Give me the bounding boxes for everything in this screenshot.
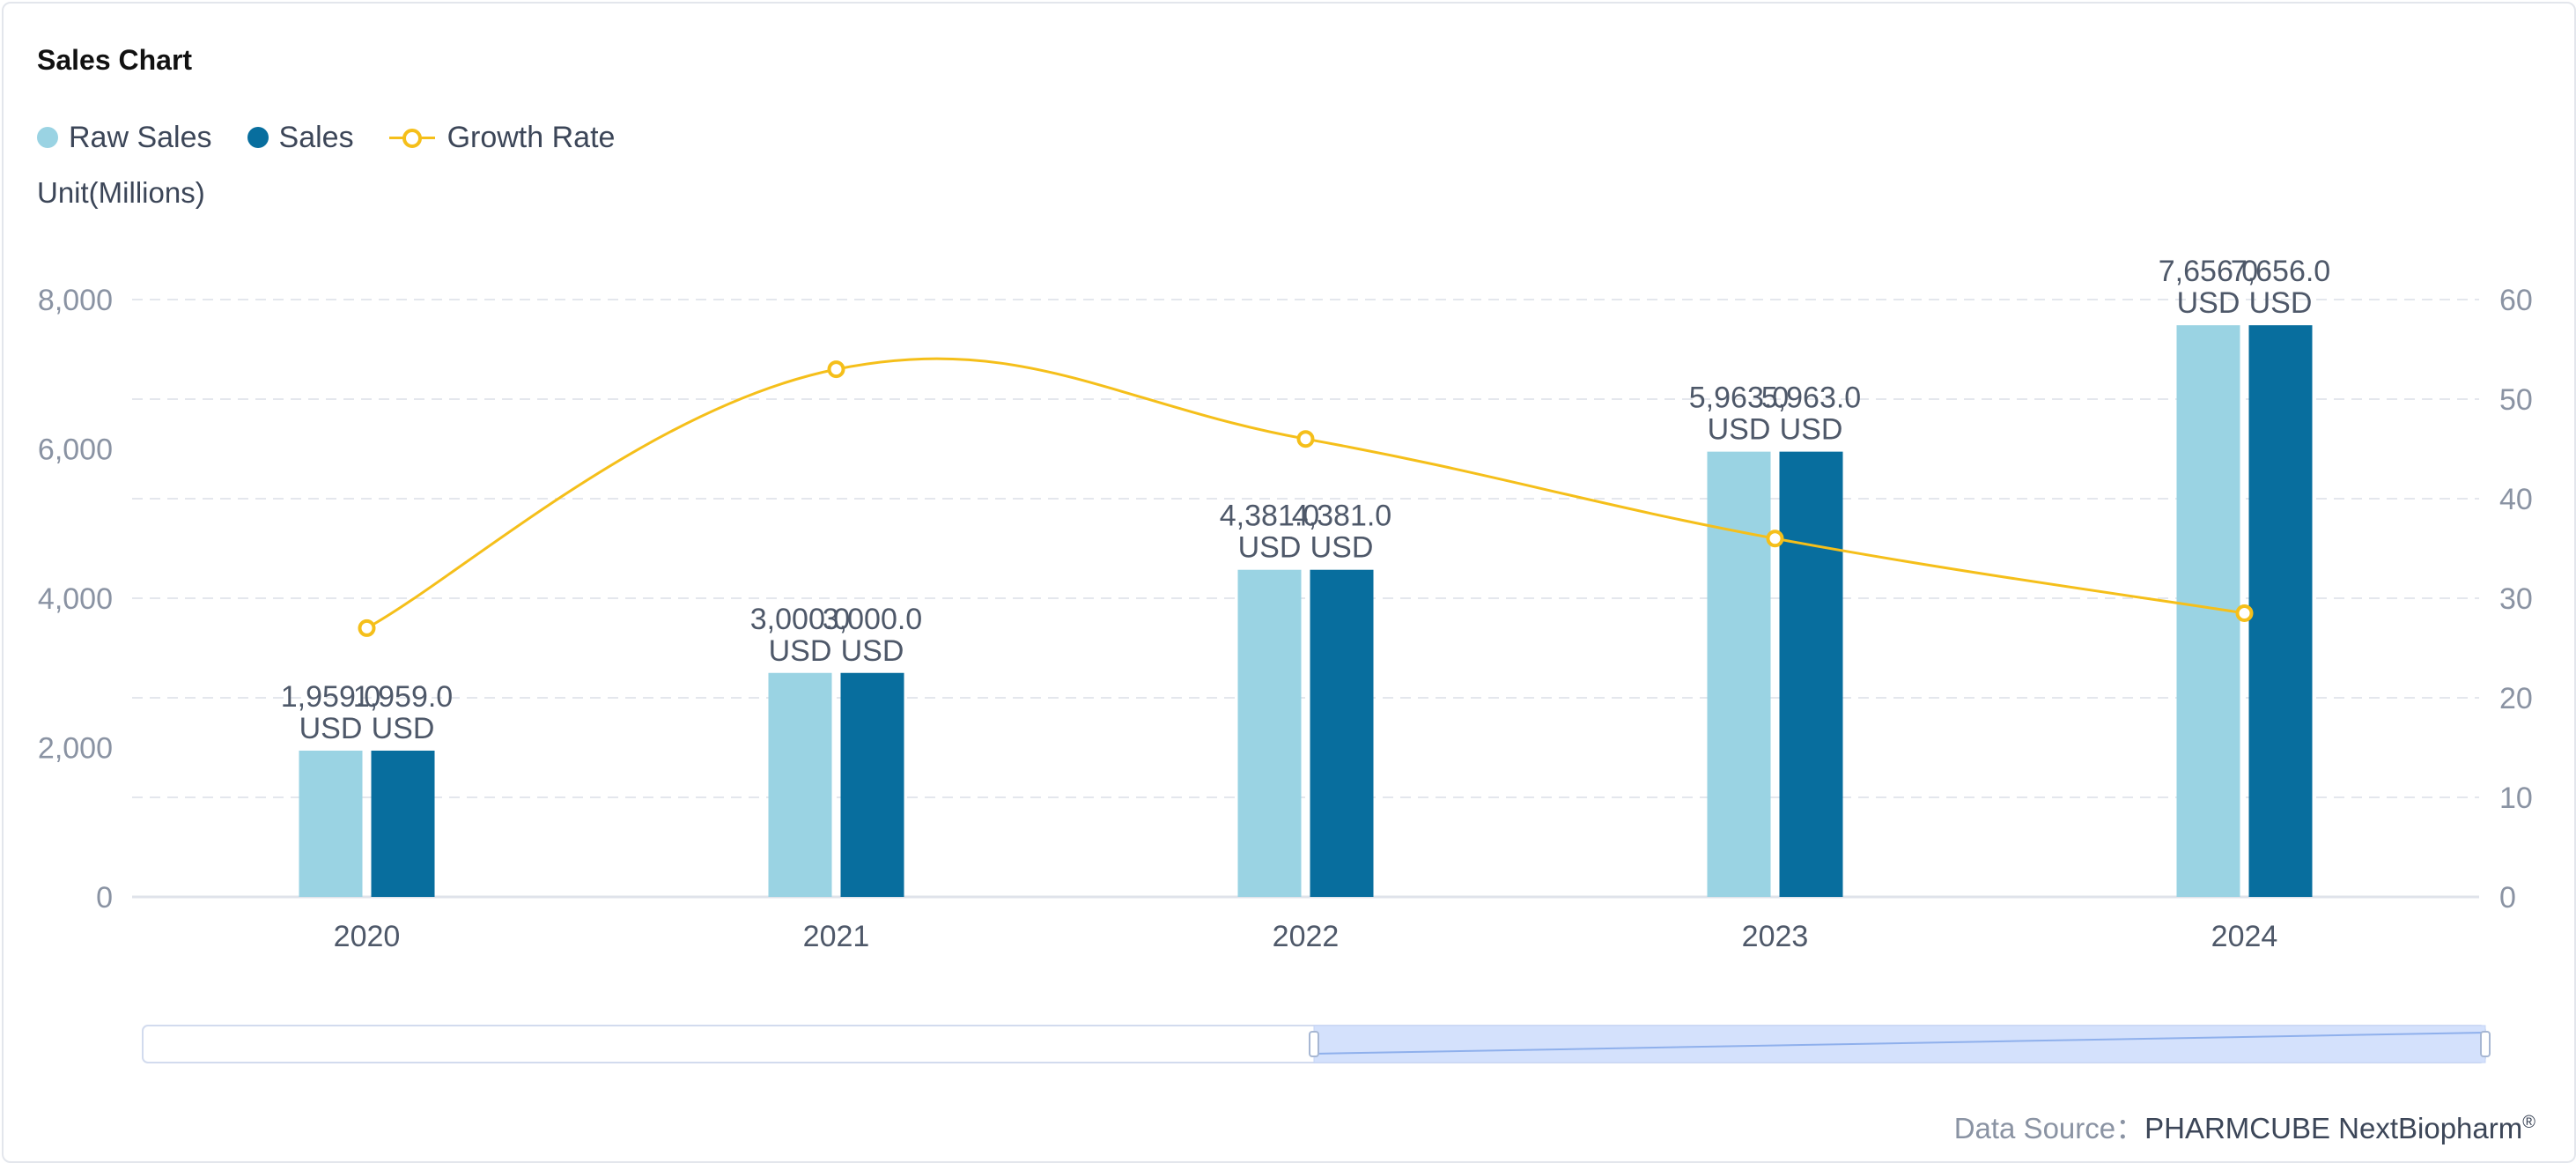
- sales-bar: [371, 750, 435, 897]
- y-right-tick-label: 40: [2499, 483, 2533, 516]
- growth-rate-line-swatch-icon: [388, 127, 435, 148]
- registered-mark: ®: [2522, 1113, 2535, 1132]
- bar-unit-label: USD: [2177, 286, 2240, 320]
- data-source: Data Source：PHARMCUBE NextBiopharm®: [1954, 1105, 2535, 1147]
- sales-bar: [1779, 451, 1843, 897]
- y-left-tick-label: 4,000: [38, 582, 113, 616]
- legend-label-raw-sales: Raw Sales: [69, 120, 212, 154]
- data-zoom-handle[interactable]: [2480, 1031, 2491, 1057]
- legend-label-growth-rate: Growth Rate: [447, 120, 616, 154]
- raw-sales-bar: [1707, 451, 1771, 897]
- y-left-tick-label: 2,000: [38, 732, 113, 766]
- y-right-tick-label: 30: [2499, 582, 2533, 616]
- bar-value-label: 4,381.0: [1292, 500, 1391, 533]
- x-tick-label: 2024: [2211, 920, 2278, 953]
- bar-unit-label: USD: [1238, 531, 1302, 565]
- growth-rate-point: [1766, 530, 1784, 548]
- y-left-tick-label: 0: [96, 881, 113, 915]
- y-right-tick-label: 0: [2499, 881, 2516, 915]
- legend-item-raw-sales[interactable]: Raw Sales: [37, 121, 212, 155]
- growth-rate-point: [358, 619, 376, 637]
- x-tick-label: 2021: [803, 920, 870, 953]
- bar-unit-label: USD: [299, 712, 363, 745]
- bar-unit-label: USD: [769, 634, 832, 668]
- data-source-brand: PHARMCUBE NextBiopharm: [2144, 1112, 2523, 1144]
- bar-unit-label: USD: [372, 712, 435, 745]
- y-left-tick-label: 8,000: [38, 284, 113, 317]
- data-source-label: Data Source：: [1953, 1112, 2145, 1144]
- bar-unit-label: USD: [1708, 413, 1771, 447]
- growth-rate-point: [827, 360, 845, 379]
- x-tick-label: 2020: [334, 920, 401, 953]
- sales-bar: [2248, 325, 2313, 897]
- x-tick-label: 2022: [1273, 920, 1340, 953]
- bar-value-label: 1,959.0: [353, 680, 453, 714]
- y-right-tick-label: 10: [2499, 782, 2533, 815]
- bar-unit-label: USD: [1310, 531, 1374, 565]
- bar-value-label: 3,000.0: [750, 603, 850, 636]
- bar-value-label: 1,959.0: [281, 680, 380, 714]
- sales-bar: [840, 672, 904, 897]
- raw-sales-bar: [299, 750, 363, 897]
- chart-title: Sales Chart: [37, 44, 193, 76]
- y-right-tick-label: 50: [2499, 383, 2533, 417]
- y-right-tick-label: 20: [2499, 682, 2533, 715]
- y-left-tick-label: 6,000: [38, 433, 113, 467]
- bar-value-label: 7,656.0: [2231, 255, 2330, 288]
- bar-value-label: 7,656.0: [2159, 255, 2258, 288]
- bar-value-label: 4,381.0: [1220, 500, 1319, 533]
- data-zoom-handle[interactable]: [1309, 1031, 1319, 1057]
- growth-rate-point: [2235, 604, 2254, 622]
- unit-label: Unit(Millions): [37, 176, 205, 209]
- legend: Raw Sales Sales Growth Rate: [37, 118, 650, 157]
- legend-label-sales: Sales: [278, 120, 354, 154]
- legend-item-growth-rate[interactable]: Growth Rate: [388, 120, 616, 155]
- growth-rate-point: [1296, 430, 1315, 448]
- legend-item-sales[interactable]: Sales: [247, 121, 354, 155]
- x-tick-label: 2023: [1742, 920, 1809, 953]
- raw-sales-bar: [1237, 569, 1302, 897]
- data-zoom-preview-line: [1313, 1032, 2486, 1055]
- bar-value-label: 3,000.0: [823, 603, 922, 636]
- sales-swatch-icon: [247, 127, 269, 148]
- raw-sales-swatch-icon: [37, 127, 58, 148]
- y-right-tick-label: 60: [2499, 284, 2533, 317]
- bar-unit-label: USD: [1780, 413, 1843, 447]
- bar-unit-label: USD: [841, 634, 904, 668]
- bar-value-label: 5,963.0: [1689, 381, 1789, 415]
- bar-value-label: 5,963.0: [1761, 381, 1861, 415]
- bar-unit-label: USD: [2249, 286, 2313, 320]
- raw-sales-bar: [768, 672, 832, 897]
- sales-bar: [1310, 569, 1374, 897]
